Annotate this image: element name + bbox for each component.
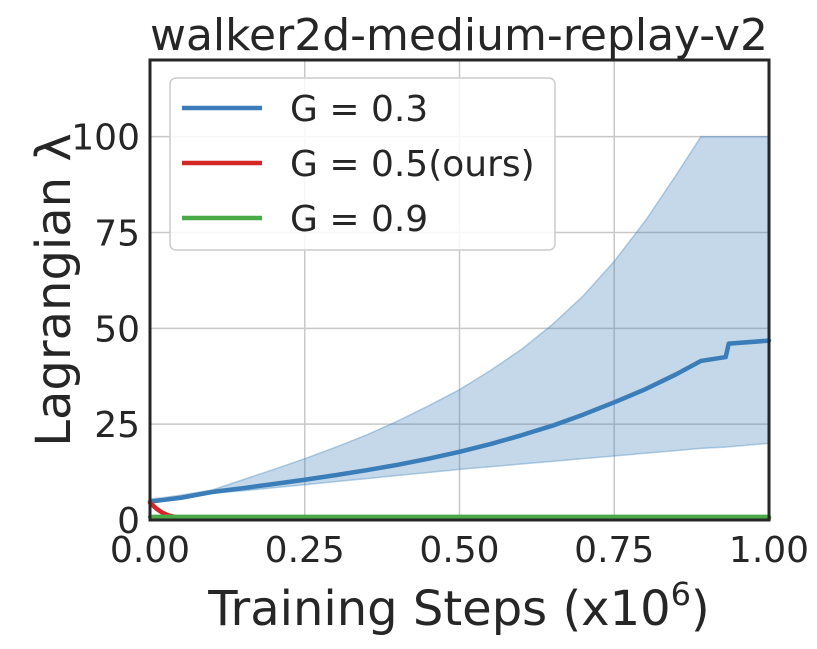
y-tick-label: 100 bbox=[71, 118, 140, 159]
legend-label: G = 0.9 bbox=[290, 199, 428, 240]
x-tick-label: 0.00 bbox=[110, 530, 190, 571]
x-tick-label: 0.50 bbox=[419, 530, 499, 571]
x-tick-label: 0.25 bbox=[265, 530, 345, 571]
y-tick-label: 50 bbox=[94, 309, 140, 350]
x-tick-labels: 0.00 0.25 0.50 0.75 1.00 bbox=[110, 530, 809, 571]
series-line bbox=[147, 338, 772, 504]
legend-entries: G = 0.3 G = 0.5(ours) G = 0.9 bbox=[182, 89, 535, 240]
x-axis-label: Training Steps (x106) bbox=[207, 575, 710, 637]
y-tick-label: 25 bbox=[94, 405, 140, 446]
x-tick-label: 0.75 bbox=[574, 530, 654, 571]
y-tick-label: 75 bbox=[94, 214, 140, 255]
legend: G = 0.3 G = 0.5(ours) G = 0.9 bbox=[169, 77, 556, 251]
series-lines bbox=[147, 338, 772, 521]
y-axis-label: Lagrangian λ bbox=[26, 133, 82, 447]
chart-title: walker2d-medium-replay-v2 bbox=[150, 10, 768, 61]
plot-frame bbox=[148, 58, 771, 522]
y-tick-label: 0 bbox=[117, 501, 140, 542]
legend-label: G = 0.5(ours) bbox=[290, 144, 535, 185]
legend-label: G = 0.3 bbox=[290, 89, 428, 130]
y-tick-labels: 0 25 50 75 100 bbox=[71, 118, 140, 542]
x-tick-label: 1.00 bbox=[729, 530, 809, 571]
legend-box bbox=[169, 77, 556, 251]
